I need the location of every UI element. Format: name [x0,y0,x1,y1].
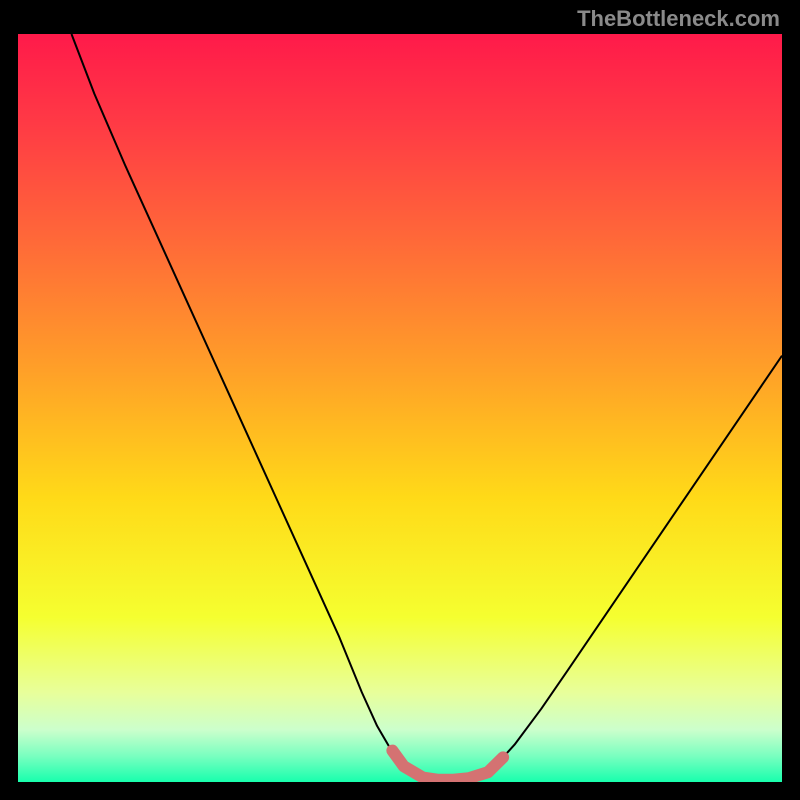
plot-area [18,34,782,782]
gradient-background [18,34,782,782]
watermark-text: TheBottleneck.com [577,6,780,32]
plot-svg [18,34,782,782]
